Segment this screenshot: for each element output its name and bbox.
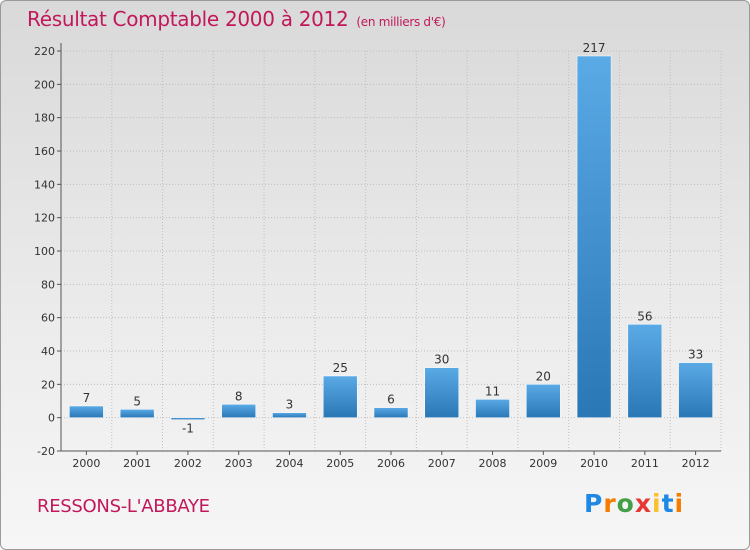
value-label-2011: 56 [637,309,652,323]
value-label-2002: -1 [182,422,194,436]
y-tick-label: 100 [34,245,55,258]
logo-letter: i [652,489,662,518]
logo-letter: r [603,489,617,518]
value-label-2003: 8 [235,389,243,403]
bar-2012 [678,362,713,418]
value-label-2005: 25 [333,361,348,375]
bar-2002 [170,417,206,420]
x-tick-label-2001: 2001 [123,457,151,470]
y-tick-label: 120 [34,212,55,225]
bars [69,55,713,420]
labels: -200204060801001201401601802002207200052… [34,41,710,470]
x-tick-label-2010: 2010 [580,457,608,470]
bar-2009 [526,384,561,418]
y-tick-label: 140 [34,178,55,191]
bar-2008 [475,399,510,418]
bar-2004 [272,412,307,418]
bar-2001 [119,409,155,418]
bar-2011 [627,324,663,418]
bar-2006 [373,407,409,418]
value-label-2004: 3 [286,398,294,412]
y-tick-label: 0 [48,412,55,425]
chart-title: Résultat Comptable 2000 à 2012 (en millie… [27,7,446,31]
axes [57,43,721,455]
logo-letter: P [584,489,604,518]
logo-letter: o [616,489,635,518]
value-label-2000: 7 [83,391,91,405]
y-tick-label: 80 [41,278,55,291]
chart-subtitle: (en milliers d'€) [356,15,446,29]
bar-2003 [221,404,256,418]
grid-lines [60,50,722,452]
x-tick-label-2005: 2005 [326,457,354,470]
value-label-2010: 217 [583,41,606,55]
logo-letter: x [634,489,652,518]
bar-2010 [576,55,612,418]
title-text: Résultat Comptable 2000 à 2012 [27,7,349,31]
bar-2005 [322,375,358,418]
value-label-2012: 33 [688,348,703,362]
y-tick-label: 180 [34,112,55,125]
bar-2000 [69,405,104,418]
x-tick-label-2004: 2004 [275,457,303,470]
x-tick-label-2008: 2008 [479,457,507,470]
x-tick-label-2003: 2003 [225,457,253,470]
x-tick-label-2011: 2011 [631,457,659,470]
y-tick-label: 40 [41,345,55,358]
value-label-2007: 30 [434,353,449,367]
commune-name: RESSONS-L'ABBAYE [37,496,210,517]
x-tick-label-2012: 2012 [682,457,710,470]
value-label-2001: 5 [133,394,141,408]
x-tick-label-2007: 2007 [428,457,456,470]
proxiti-logo: Proxiti [584,489,684,518]
y-tick-label: 60 [41,312,55,325]
y-tick-label: 20 [41,378,55,391]
y-tick-label: -20 [37,445,55,458]
value-label-2008: 11 [485,384,500,398]
y-tick-label: 220 [34,45,55,58]
logo-letter: t [661,489,675,518]
y-tick-label: 160 [34,145,55,158]
logo-letter: i [674,489,685,518]
value-label-2009: 20 [536,369,551,383]
x-tick-label-2002: 2002 [174,457,202,470]
value-label-2006: 6 [387,393,395,407]
x-tick-label-2000: 2000 [72,457,100,470]
x-tick-label-2009: 2009 [529,457,557,470]
x-tick-label-2006: 2006 [377,457,405,470]
y-tick-label: 200 [34,78,55,91]
bar-2007 [424,367,460,418]
